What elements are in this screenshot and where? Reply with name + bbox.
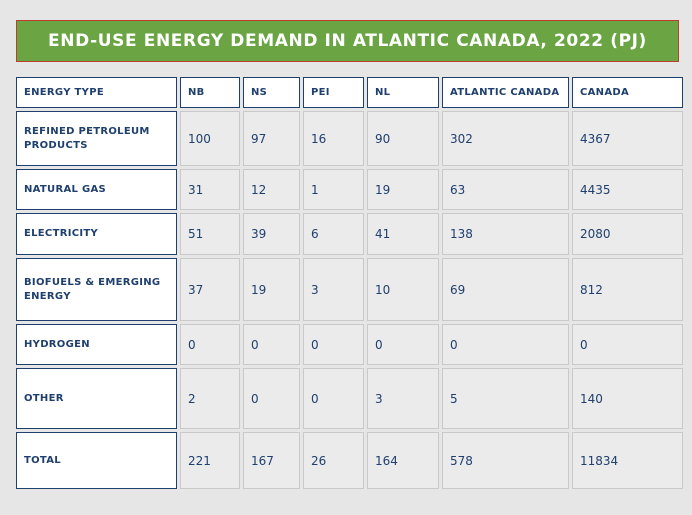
energy-demand-table: ENERGY TYPE NB NS PEI NL ATLANTIC CANADA… xyxy=(16,77,683,489)
table-cell: 2 xyxy=(180,368,240,429)
table-cell: 0 xyxy=(303,324,364,365)
row-label-refined-petroleum: REFINED PETROLEUM PRODUCTS xyxy=(16,111,177,166)
table-cell: 97 xyxy=(243,111,300,166)
row-label-total: TOTAL xyxy=(16,432,177,489)
row-label-biofuels: BIOFUELS & EMERGING ENERGY xyxy=(16,258,177,321)
table-cell: 11834 xyxy=(572,432,683,489)
column-header-pei: PEI xyxy=(303,77,364,108)
table-cell: 12 xyxy=(243,169,300,210)
table-cell: 16 xyxy=(303,111,364,166)
table-cell: 140 xyxy=(572,368,683,429)
table-cell: 3 xyxy=(367,368,439,429)
table-cell: 0 xyxy=(572,324,683,365)
column-header-energy-type: ENERGY TYPE xyxy=(16,77,177,108)
table-cell: 19 xyxy=(367,169,439,210)
table-cell: 0 xyxy=(442,324,569,365)
column-header-atlantic-canada: ATLANTIC CANADA xyxy=(442,77,569,108)
table-cell: 3 xyxy=(303,258,364,321)
table-cell: 26 xyxy=(303,432,364,489)
table-cell: 37 xyxy=(180,258,240,321)
table-cell: 0 xyxy=(303,368,364,429)
table-cell: 2080 xyxy=(572,213,683,255)
table-cell: 100 xyxy=(180,111,240,166)
table-cell: 63 xyxy=(442,169,569,210)
table-cell: 0 xyxy=(180,324,240,365)
table-cell: 0 xyxy=(243,324,300,365)
table-cell: 5 xyxy=(442,368,569,429)
table-cell: 138 xyxy=(442,213,569,255)
column-header-nl: NL xyxy=(367,77,439,108)
table-cell: 0 xyxy=(243,368,300,429)
table-cell: 4435 xyxy=(572,169,683,210)
column-header-canada: CANADA xyxy=(572,77,683,108)
table-cell: 6 xyxy=(303,213,364,255)
column-header-ns: NS xyxy=(243,77,300,108)
table-cell: 19 xyxy=(243,258,300,321)
table-cell: 90 xyxy=(367,111,439,166)
page-title: END-USE ENERGY DEMAND IN ATLANTIC CANADA… xyxy=(16,20,679,62)
table-cell: 41 xyxy=(367,213,439,255)
table-cell: 51 xyxy=(180,213,240,255)
row-label-other: OTHER xyxy=(16,368,177,429)
table-cell: 1 xyxy=(303,169,364,210)
row-label-natural-gas: NATURAL GAS xyxy=(16,169,177,210)
table-cell: 4367 xyxy=(572,111,683,166)
table-cell: 302 xyxy=(442,111,569,166)
table-cell: 10 xyxy=(367,258,439,321)
table-cell: 31 xyxy=(180,169,240,210)
table-cell: 39 xyxy=(243,213,300,255)
row-label-hydrogen: HYDROGEN xyxy=(16,324,177,365)
table-cell: 164 xyxy=(367,432,439,489)
table-cell: 0 xyxy=(367,324,439,365)
table-cell: 578 xyxy=(442,432,569,489)
table-cell: 812 xyxy=(572,258,683,321)
column-header-nb: NB xyxy=(180,77,240,108)
table-cell: 221 xyxy=(180,432,240,489)
table-cell: 69 xyxy=(442,258,569,321)
row-label-electricity: ELECTRICITY xyxy=(16,213,177,255)
table-cell: 167 xyxy=(243,432,300,489)
